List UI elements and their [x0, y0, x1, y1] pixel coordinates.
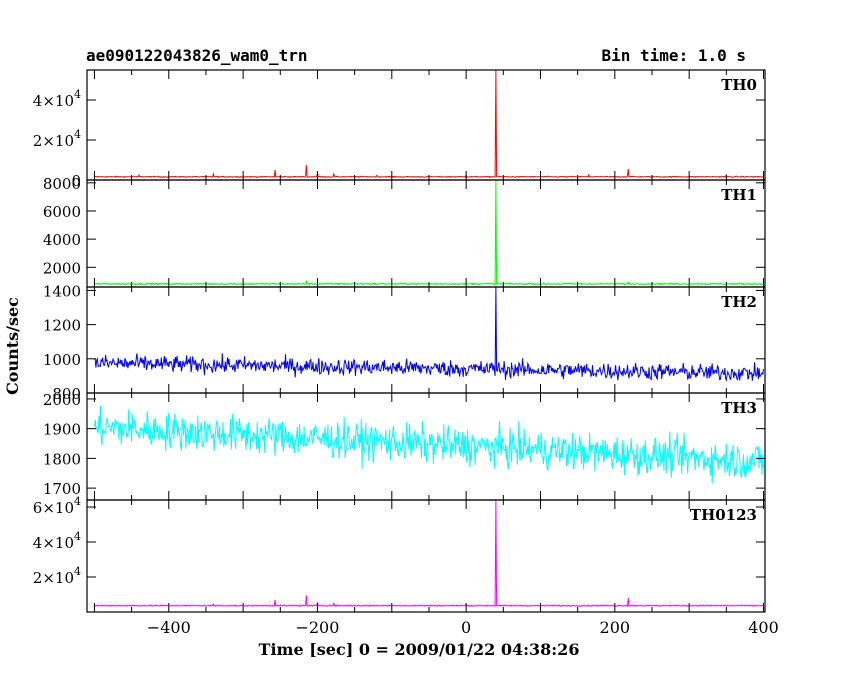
bin-time-label: Bin time: 1.0 s [602, 46, 747, 65]
x-axis-label: Time [sec] 0 = 2009/01/22 04:38:26 [259, 640, 580, 659]
y-tick-exponent: 4 [74, 88, 81, 101]
panel-label-th0123: TH0123 [690, 506, 757, 524]
y-tick-label: 1000 [43, 351, 81, 369]
series-line-th0 [94, 70, 764, 179]
x-tick-label: −400 [147, 618, 191, 637]
y-tick-label: 1400 [43, 282, 81, 300]
panel-th3: 1700 1800 1900 2000 TH3 [43, 391, 766, 501]
x-tick-label: 200 [600, 618, 631, 637]
x-tick-label: 0 [461, 618, 471, 637]
y-tick-label: 800 [52, 385, 81, 403]
chart-title: ae090122043826_wam0_trn [86, 46, 308, 65]
panel-th2: 800 1000 1200 1400 TH2 [43, 282, 766, 403]
y-tick-label: 2×104 [33, 565, 81, 587]
series-line-th2 [93, 287, 764, 382]
panel-th1: 2000 4000 6000 8000 TH1 [43, 175, 766, 288]
y-tick-label: 4×104 [33, 530, 81, 552]
y-tick-label: 2000 [43, 259, 81, 277]
panel-frame [86, 179, 766, 288]
y-tick-label: 6000 [43, 203, 81, 221]
y-tick-label: 1200 [43, 317, 81, 335]
y-tick-label: 6×104 [33, 495, 81, 517]
y-axis-label: Counts/sec [3, 297, 22, 395]
y-tick-exponent: 4 [74, 565, 81, 578]
panel-label-th2: TH2 [721, 293, 757, 311]
y-tick-label: 1700 [43, 480, 81, 498]
y-tick-label: 4000 [43, 231, 81, 249]
series-line-th3 [93, 405, 764, 484]
panel-label-th0: TH0 [721, 76, 757, 94]
panel-frame [86, 69, 766, 181]
y-tick-label: 8000 [43, 175, 81, 193]
panel-label-th3: TH3 [721, 399, 757, 417]
y-tick-label: 1900 [43, 421, 81, 439]
panel-th0123: 2×104 4×104 6×104 TH0123 [33, 495, 766, 613]
y-tick-label: 2×104 [33, 128, 81, 150]
panel-label-th1: TH1 [721, 186, 757, 204]
panel-th0: 0 2×104 4×104 TH0 [33, 69, 766, 190]
x-tick-label: −200 [295, 618, 339, 637]
y-tick-exponent: 4 [74, 530, 81, 543]
series-line-th0123 [94, 500, 764, 608]
y-tick-label: 0 [71, 172, 81, 190]
y-tick-exponent: 4 [74, 495, 81, 508]
series-line-th1 [94, 180, 764, 286]
y-tick-exponent: 4 [74, 128, 81, 141]
y-tick-label: 4×104 [33, 88, 81, 110]
y-tick-label: 2000 [43, 391, 81, 409]
panel-frame [86, 286, 766, 394]
panels-group: 02×1044×104TH02000400060008000TH18001000… [33, 69, 779, 637]
y-tick-label: 1800 [43, 450, 81, 468]
x-tick-label: 400 [748, 618, 779, 637]
panel-frame [86, 499, 766, 613]
